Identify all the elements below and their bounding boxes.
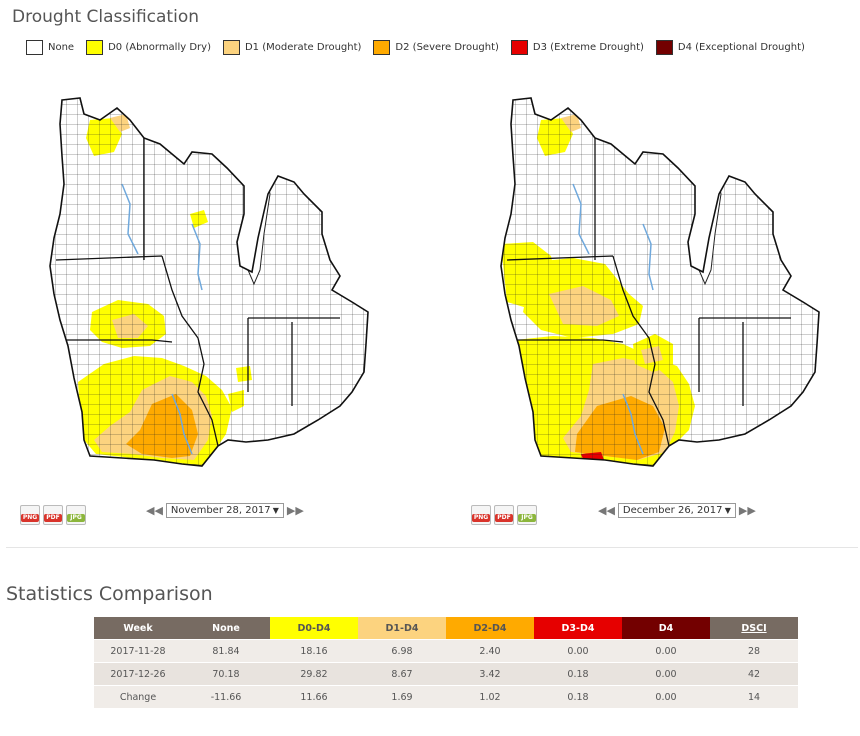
jpg-label: JPG [518, 514, 536, 522]
legend-swatch-d2 [373, 39, 391, 55]
table-cell: 3.42 [446, 662, 534, 686]
table-cell: 2017-11-28 [94, 639, 182, 663]
legend-label: D4 (Exceptional Drought) [677, 41, 805, 53]
table-cell: Change [94, 685, 182, 708]
prev-week-icon[interactable]: ◀◀ [146, 504, 163, 517]
legend-swatch-d0 [86, 39, 104, 55]
statistics-comparison-title: Statistics Comparison [6, 583, 213, 605]
drought-legend: None D0 (Abnormally Dry) D1 (Moderate Dr… [26, 38, 817, 56]
jpg-export-icon[interactable]: JPG [66, 505, 86, 525]
column-header-d0-d4: D0-D4 [270, 617, 358, 640]
pdf-label: PDF [495, 514, 513, 522]
table-cell: 1.69 [358, 685, 446, 708]
column-header-d3-d4: D3-D4 [534, 617, 622, 640]
table-header-row: Week None D0-D4 D1-D4 D2-D4 D3-D4 D4 DSC… [94, 617, 798, 640]
table-cell: 0.18 [534, 662, 622, 686]
table-cell: 18.16 [270, 639, 358, 663]
statistics-table: Week None D0-D4 D1-D4 D2-D4 D3-D4 D4 DSC… [94, 617, 798, 708]
drought-map-svg [49, 97, 369, 467]
table-cell: 11.66 [270, 685, 358, 708]
column-header-week: Week [94, 617, 182, 640]
next-week-icon[interactable]: ▶▶ [286, 504, 304, 517]
legend-d3: D3 (Extreme Drought) [510, 39, 644, 55]
legend-d0: D0 (Abnormally Dry) [86, 39, 211, 55]
table-cell: 28 [710, 639, 798, 663]
column-header-d4: D4 [622, 617, 710, 640]
legend-swatch-d3 [510, 39, 528, 55]
table-cell: 81.84 [182, 639, 270, 663]
legend-label: D0 (Abnormally Dry) [108, 41, 211, 53]
dsci-link[interactable]: DSCI [741, 622, 767, 634]
legend-swatch-d4 [655, 39, 673, 55]
drought-map-left [22, 94, 378, 472]
legend-swatch-d1 [222, 39, 240, 55]
chevron-down-icon: ▼ [724, 506, 731, 515]
pdf-export-icon[interactable]: PDF [43, 505, 63, 525]
table-cell: 0.00 [622, 639, 710, 663]
table-cell: 0.00 [622, 662, 710, 686]
table-cell: 6.98 [358, 639, 446, 663]
column-header-d1-d4: D1-D4 [358, 617, 446, 640]
drought-classification-title: Drought Classification [12, 7, 199, 27]
left-export-icons: PNG PDF JPG [20, 505, 89, 525]
legend-label: None [48, 41, 75, 53]
left-date-select[interactable]: November 28, 2017 ▼ [165, 503, 284, 518]
table-cell: 29.82 [270, 662, 358, 686]
drought-map-right [493, 94, 849, 472]
legend-label: D2 (Severe Drought) [395, 41, 499, 53]
table-cell: 0.18 [534, 685, 622, 708]
png-label: PNG [21, 514, 39, 522]
legend-d2: D2 (Severe Drought) [373, 39, 499, 55]
table-cell: 1.02 [446, 685, 534, 708]
drought-map-svg [500, 97, 820, 467]
right-date-value: December 26, 2017 [622, 505, 723, 516]
table-row: 2017-12-26 70.18 29.82 8.67 3.42 0.18 0.… [94, 662, 798, 686]
column-header-d2-d4: D2-D4 [446, 617, 534, 640]
next-week-icon[interactable]: ▶▶ [738, 504, 756, 517]
column-header-none: None [182, 617, 270, 640]
legend-d1: D1 (Moderate Drought) [222, 39, 362, 55]
table-cell: 2017-12-26 [94, 662, 182, 686]
table-row: 2017-11-28 81.84 18.16 6.98 2.40 0.00 0.… [94, 639, 798, 663]
table-cell: 0.00 [534, 639, 622, 663]
jpg-label: JPG [67, 514, 85, 522]
legend-swatch-none [26, 39, 43, 55]
left-date-nav: ◀◀ November 28, 2017 ▼ ▶▶ [143, 503, 307, 518]
right-export-icons: PNG PDF JPG [471, 505, 540, 525]
jpg-export-icon[interactable]: JPG [517, 505, 537, 525]
right-date-nav: ◀◀ December 26, 2017 ▼ ▶▶ [595, 503, 759, 518]
pdf-label: PDF [44, 514, 62, 522]
table-cell: 0.00 [622, 685, 710, 708]
legend-none: None [26, 39, 75, 55]
right-date-select[interactable]: December 26, 2017 ▼ [617, 503, 736, 518]
legend-label: D1 (Moderate Drought) [244, 41, 362, 53]
png-label: PNG [472, 514, 490, 522]
table-row: Change -11.66 11.66 1.69 1.02 0.18 0.00 … [94, 685, 798, 708]
table-cell: 2.40 [446, 639, 534, 663]
column-header-dsci[interactable]: DSCI [710, 617, 798, 640]
table-cell: 42 [710, 662, 798, 686]
table-cell: 8.67 [358, 662, 446, 686]
pdf-export-icon[interactable]: PDF [494, 505, 514, 525]
png-export-icon[interactable]: PNG [471, 505, 491, 525]
section-divider [6, 547, 858, 548]
left-date-value: November 28, 2017 [170, 505, 271, 516]
table-cell: 70.18 [182, 662, 270, 686]
legend-d4: D4 (Exceptional Drought) [655, 39, 805, 55]
legend-label: D3 (Extreme Drought) [532, 41, 644, 53]
table-cell: -11.66 [182, 685, 270, 708]
chevron-down-icon: ▼ [272, 506, 279, 515]
table-cell: 14 [710, 685, 798, 708]
png-export-icon[interactable]: PNG [20, 505, 40, 525]
prev-week-icon[interactable]: ◀◀ [598, 504, 615, 517]
